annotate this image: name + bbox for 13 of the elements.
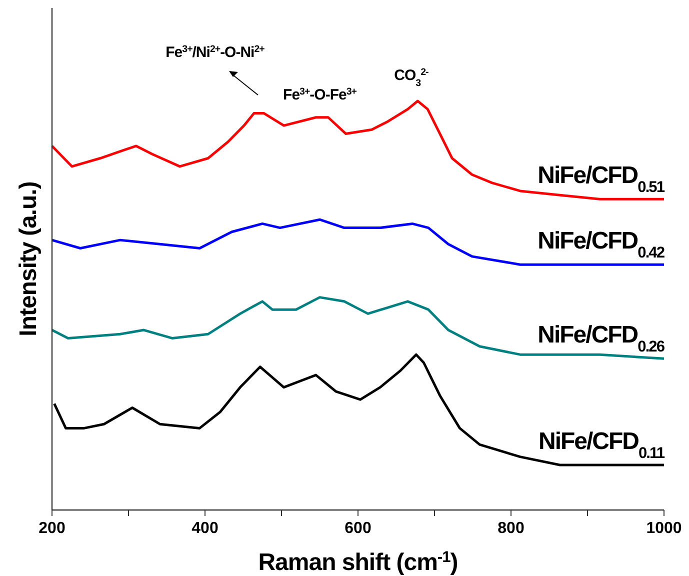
x-axis-title: Raman shift (cm$^{-1}$) bbox=[258, 548, 458, 576]
x-tick-label: 400 bbox=[192, 520, 218, 537]
series-label: NiFe/CFD$_{0.11}$ bbox=[538, 428, 666, 462]
text: Fe$^{3+}$/Ni$^{2+}$-O-Ni$^{2+}$ bbox=[166, 44, 266, 61]
x-tick-label: 1000 bbox=[646, 520, 682, 537]
x-tick-label: 200 bbox=[38, 520, 66, 537]
annotation: Fe$^{3+}$-O-Fe$^{3+}$ bbox=[283, 86, 358, 104]
x-tick-label: 600 bbox=[344, 520, 372, 537]
x-tick-label: 800 bbox=[498, 520, 524, 537]
y-axis-title: Intensity (a.u.) bbox=[15, 182, 42, 336]
series-label: NiFe/CFD$_{0.51}$ bbox=[538, 162, 666, 196]
series-label: NiFe/CFD$_{0.26}$ bbox=[538, 322, 666, 356]
series-label: NiFe/CFD$_{0.42}$ bbox=[538, 228, 666, 262]
